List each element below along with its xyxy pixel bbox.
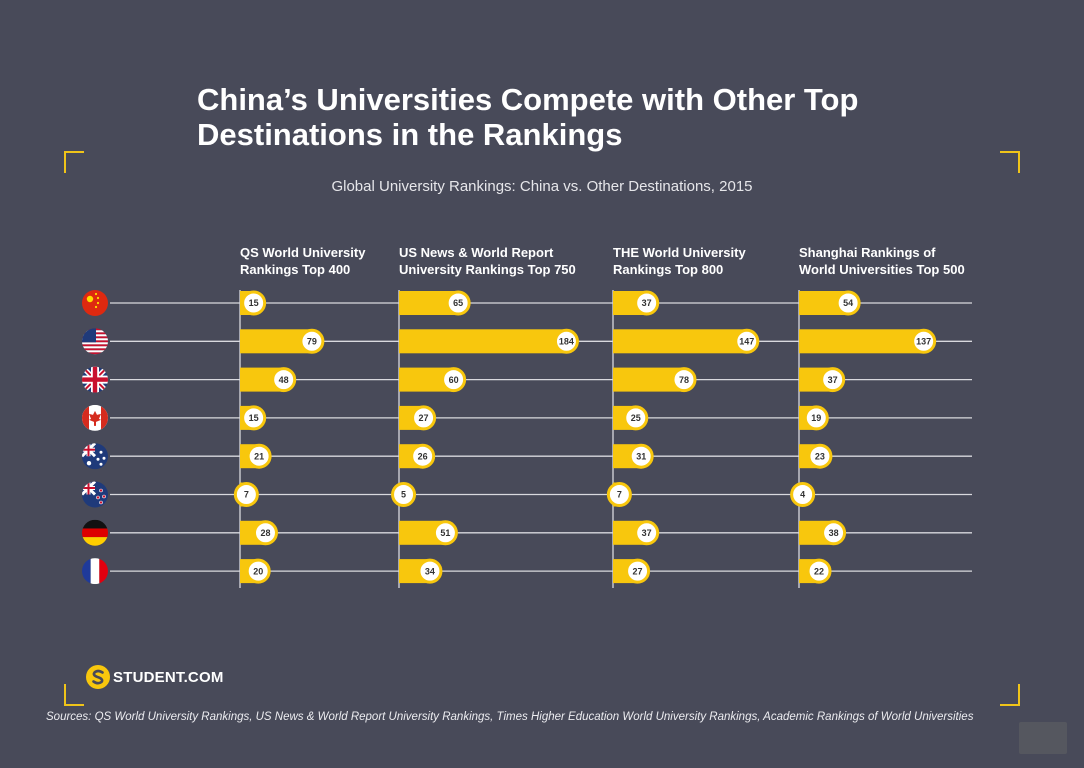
value-label: 22 [814, 566, 824, 576]
value-badge [241, 290, 267, 316]
value-badge [432, 520, 458, 546]
column-header: University Rankings Top 750 [399, 262, 576, 277]
value-badge [299, 328, 325, 354]
value-badge [410, 443, 436, 469]
value-label: 37 [642, 298, 652, 308]
value-label: 48 [279, 375, 289, 385]
value-label: 20 [253, 566, 263, 576]
value-label: 54 [843, 298, 853, 308]
value-badge [634, 290, 660, 316]
value-label: 27 [419, 413, 429, 423]
value-label: 4 [800, 490, 805, 500]
value-label: 21 [254, 451, 264, 461]
value-badge [606, 482, 632, 507]
value-badge [623, 405, 649, 431]
column-header: QS World University [240, 245, 366, 260]
value-label: 184 [559, 337, 574, 347]
value-label: 34 [425, 566, 435, 576]
value-label: 27 [633, 566, 643, 576]
value-label: 37 [828, 375, 838, 385]
value-label: 38 [829, 528, 839, 538]
value-label: 79 [307, 337, 317, 347]
corner-bracket-top-left [64, 151, 84, 173]
value-label: 37 [642, 528, 652, 538]
canada-flag-icon [82, 404, 108, 431]
australia-flag-icon [82, 443, 108, 470]
value-badge [911, 328, 937, 354]
value-badge [820, 367, 846, 393]
column-header: THE World University [613, 245, 746, 260]
value-label: 25 [631, 413, 641, 423]
value-badge [625, 558, 651, 584]
value-label: 15 [249, 413, 259, 423]
corner-bracket-top-right [1000, 151, 1020, 173]
value-label: 137 [916, 337, 931, 347]
column-header: Rankings Top 400 [240, 262, 350, 277]
column-header: US News & World Report [399, 245, 554, 260]
value-badge [790, 482, 816, 507]
chart-subtitle: Global University Rankings: China vs. Ot… [331, 178, 753, 195]
bar [399, 329, 567, 354]
bar [799, 329, 924, 354]
value-label: 65 [453, 298, 463, 308]
value-label: 147 [739, 337, 754, 347]
value-label: 31 [636, 451, 646, 461]
student-com-logo[interactable]: STUDENT.COM [86, 665, 224, 689]
value-label: 23 [815, 451, 825, 461]
value-label: 7 [617, 490, 622, 500]
value-badge [634, 520, 660, 546]
value-badge [246, 443, 272, 469]
value-label: 78 [679, 375, 689, 385]
france-flag-icon [82, 558, 108, 585]
value-badge [803, 405, 829, 431]
value-label: 26 [418, 451, 428, 461]
value-badge [417, 558, 443, 584]
column-header: World Universities Top 500 [799, 262, 965, 277]
value-badge [807, 443, 833, 469]
value-label: 15 [249, 298, 259, 308]
new-zealand-flag-icon [82, 481, 108, 508]
value-badge [271, 367, 297, 393]
column-header: Shanghai Rankings of [799, 245, 936, 260]
bar [613, 329, 747, 354]
corner-bracket-bottom-right [1000, 684, 1020, 706]
germany-flag-icon [82, 519, 108, 546]
uk-flag-icon [82, 366, 108, 393]
value-badge [806, 558, 832, 584]
value-badge [391, 482, 417, 507]
value-badge [241, 405, 267, 431]
page-title: China’s Universities Compete with Other … [197, 82, 859, 152]
sources-note: Sources: QS World University Rankings, U… [46, 711, 974, 723]
student-logo-icon [86, 665, 110, 689]
value-badge [411, 405, 437, 431]
value-label: 28 [260, 528, 270, 538]
value-badge [734, 328, 760, 354]
corner-bracket-bottom-left [64, 684, 84, 706]
column-header: Rankings Top 800 [613, 262, 723, 277]
value-badge [628, 443, 654, 469]
value-badge [553, 328, 579, 354]
value-label: 51 [440, 528, 450, 538]
logo-text: STUDENT.COM [113, 668, 224, 686]
value-badge [233, 482, 259, 507]
value-badge [245, 558, 271, 584]
usa-flag-icon [82, 328, 108, 355]
value-label: 5 [401, 490, 406, 500]
value-label: 60 [449, 375, 459, 385]
page-indicator [1019, 722, 1067, 754]
china-flag-icon [82, 290, 108, 316]
value-label: 19 [811, 413, 821, 423]
value-badge [671, 367, 697, 393]
value-badge [821, 520, 847, 546]
value-label: 7 [244, 490, 249, 500]
value-badge [441, 367, 467, 393]
value-badge [445, 290, 471, 316]
value-badge [835, 290, 861, 316]
value-badge [252, 520, 278, 546]
